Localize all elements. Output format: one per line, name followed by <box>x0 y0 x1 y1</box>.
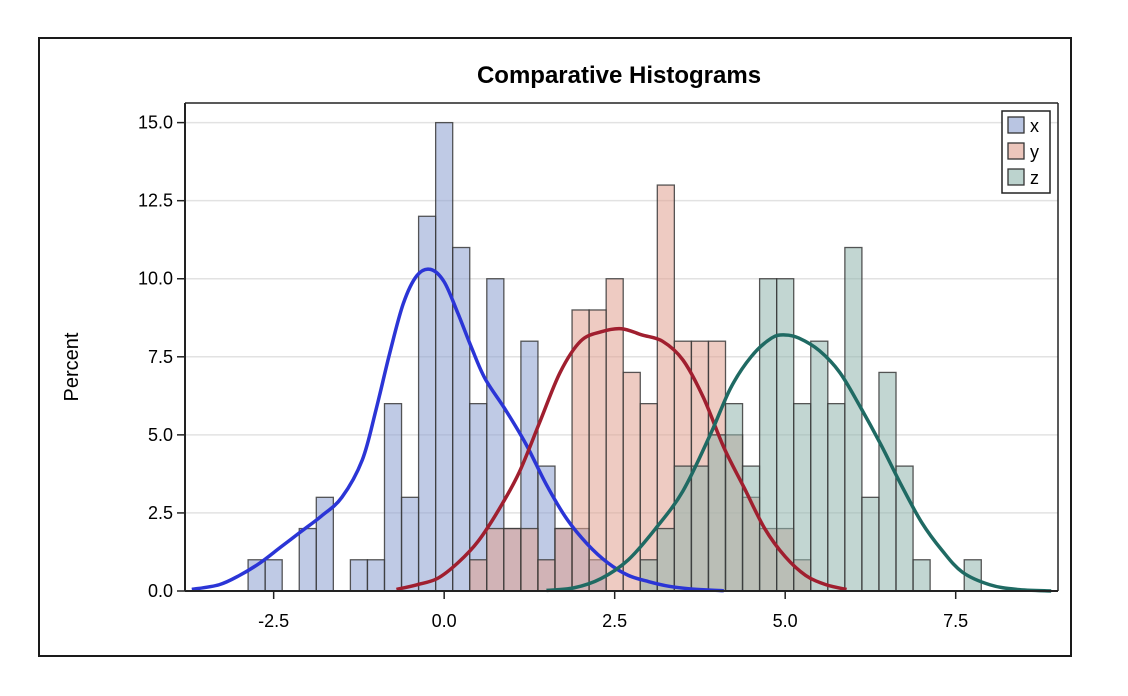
density-curve-x <box>191 267 724 593</box>
y-tick-label: 0.0 <box>148 581 173 601</box>
y-tick-label: 10.0 <box>138 269 173 289</box>
legend-swatch-z <box>1007 168 1025 186</box>
bar-z <box>810 340 829 592</box>
bar-z <box>861 496 880 592</box>
y-axis-label: Percent <box>61 332 83 401</box>
bar-y <box>503 527 522 592</box>
bar-x <box>400 496 420 592</box>
bar-y <box>469 559 488 592</box>
bar-z <box>912 559 931 592</box>
legend-label-x: x <box>1030 116 1039 136</box>
y-tick-label: 12.5 <box>138 191 173 211</box>
density-curve-z <box>546 333 1052 593</box>
bar-x <box>366 559 386 592</box>
x-tick-label: -2.5 <box>258 611 289 631</box>
bar-z <box>844 246 863 592</box>
y-tick-label: 15.0 <box>138 113 173 133</box>
bar-z <box>741 465 761 592</box>
bar-z <box>639 559 658 592</box>
legend-label-y: y <box>1030 142 1039 162</box>
bar-x <box>452 246 471 592</box>
x-tick-label: 5.0 <box>773 611 798 631</box>
bar-x <box>264 559 283 592</box>
legend-label-z: z <box>1030 168 1039 188</box>
bar-y <box>520 527 539 592</box>
bar-z <box>707 434 727 592</box>
density-curve-y <box>396 326 847 592</box>
density-curves <box>191 267 1052 593</box>
y-tick-label: 5.0 <box>148 425 173 445</box>
bar-y <box>486 527 505 592</box>
bar-z <box>656 527 676 592</box>
chart-canvas: Comparative Histograms Percent 0.0 2.5 5.0… <box>61 62 1059 631</box>
axes: 0.0 2.5 5.0 7.5 10.0 12.5 15.0 -2.5 0.0 2.5 5.0 7.5 <box>138 102 1059 631</box>
bar-x <box>349 559 369 592</box>
x-tick-label: 7.5 <box>943 611 968 631</box>
bar-z <box>724 402 744 592</box>
bar-y <box>554 527 573 592</box>
chart-title: Comparative Histograms <box>477 62 761 89</box>
bar-z <box>793 402 812 592</box>
bar-z <box>673 465 693 592</box>
y-tick-label: 2.5 <box>148 503 173 523</box>
bar-z <box>895 465 914 592</box>
chart-frame: Comparative Histograms Percent 0.0 2.5 5.0… <box>38 37 1072 657</box>
bar-z <box>878 371 897 592</box>
bar-y <box>605 278 624 592</box>
legend: xyz <box>1001 110 1051 194</box>
legend-swatch-y <box>1007 142 1025 160</box>
bar-x <box>383 402 403 592</box>
y-tick-label: 7.5 <box>148 347 173 367</box>
bar-z <box>827 402 846 592</box>
x-tick-label: 0.0 <box>432 611 457 631</box>
bar-z <box>776 278 795 592</box>
bar-z <box>690 465 710 592</box>
legend-swatch-x <box>1007 116 1025 134</box>
x-tick-label: 2.5 <box>602 611 627 631</box>
bar-x <box>298 527 317 592</box>
bar-x <box>434 121 454 592</box>
bar-y <box>571 309 590 592</box>
bar-y <box>537 559 556 592</box>
